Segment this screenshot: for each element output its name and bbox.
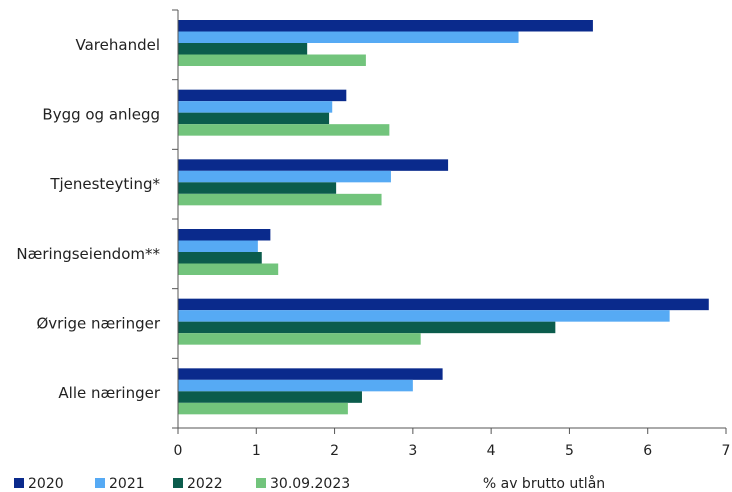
x-axis-title: % av brutto utlån <box>483 475 605 492</box>
bar-30.09.2023-Alle næringer <box>178 402 348 415</box>
x-tick-label: 2 <box>330 443 339 459</box>
legend-swatch-30.09.2023 <box>256 478 266 488</box>
bar-2021-Alle næringer <box>178 379 413 392</box>
ticks-group: 0 1 2 3 4 5 6 7 <box>172 9 731 459</box>
legend: 2020 2021 2022 30.09.2023 <box>14 476 350 492</box>
bar-2021-Øvrige næringer <box>178 310 670 322</box>
legend-label-2021: 2021 <box>109 476 145 492</box>
bar-2022-Tjenesteyting* <box>178 182 337 194</box>
legend-swatch-2022 <box>173 478 183 488</box>
legend-label-2020: 2020 <box>28 476 64 492</box>
category-labels: Varehandel Bygg og anlegg Tjenesteyting* Næ… <box>16 36 160 402</box>
bar-2021-Næringseiendom** <box>178 240 258 252</box>
category-label: Øvrige næringer <box>36 315 160 333</box>
bar-30.09.2023-Øvrige næringer <box>178 333 421 345</box>
bar-2020-Bygg og anlegg <box>178 89 347 102</box>
bar-2021-Tjenesteyting* <box>178 170 391 183</box>
bar-2022-Alle næringer <box>178 391 362 403</box>
category-label: Varehandel <box>76 36 160 54</box>
x-tick-label: 4 <box>487 443 496 459</box>
bar-2020-Tjenesteyting* <box>178 159 449 171</box>
x-tick-label: 6 <box>643 443 652 459</box>
bar-2021-Varehandel <box>178 31 519 43</box>
bar-2022-Varehandel <box>178 43 308 55</box>
bars-group <box>178 20 709 415</box>
bar-2020-Alle næringer <box>178 368 443 380</box>
bar-30.09.2023-Tjenesteyting* <box>178 193 382 206</box>
x-tick-label: 5 <box>565 443 574 459</box>
axes-group <box>177 10 726 429</box>
bar-2022-Bygg og anlegg <box>178 112 330 125</box>
x-tick-label: 0 <box>174 443 183 459</box>
bar-2022-Øvrige næringer <box>178 321 556 334</box>
bar-2022-Næringseiendom** <box>178 252 262 264</box>
x-tick-label: 1 <box>252 443 261 459</box>
category-label: Tjenesteyting* <box>49 175 160 193</box>
legend-swatch-2021 <box>95 478 105 488</box>
bar-30.09.2023-Bygg og anlegg <box>178 124 390 136</box>
category-label: Alle næringer <box>58 384 160 402</box>
bar-30.09.2023-Næringseiendom** <box>178 263 279 275</box>
bar-2021-Bygg og anlegg <box>178 101 333 113</box>
x-tick-label: 3 <box>408 443 417 459</box>
legend-label-30.09.2023: 30.09.2023 <box>270 476 350 492</box>
category-label: Bygg og anlegg <box>42 106 160 124</box>
bar-2020-Næringseiendom** <box>178 229 271 241</box>
category-label: Næringseiendom** <box>16 245 160 263</box>
legend-swatch-2020 <box>14 478 24 488</box>
bar-2020-Øvrige næringer <box>178 298 709 311</box>
bar-30.09.2023-Varehandel <box>178 54 366 66</box>
bar-2020-Varehandel <box>178 20 593 32</box>
x-tick-label: 7 <box>722 443 731 459</box>
legend-label-2022: 2022 <box>187 476 223 492</box>
